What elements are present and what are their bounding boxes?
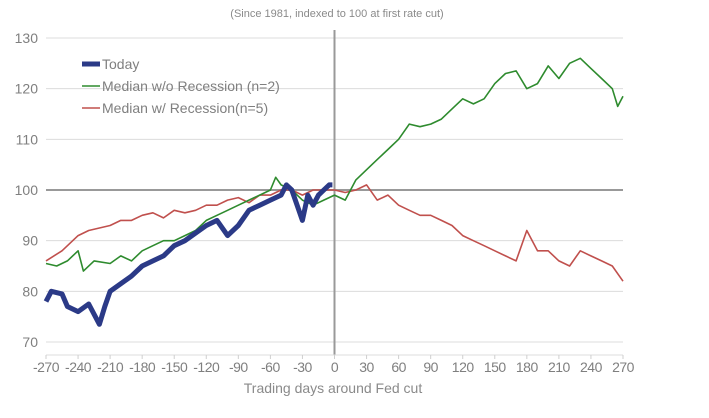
- x-tick-label: -270: [33, 359, 60, 375]
- x-tick-label: 150: [484, 359, 507, 375]
- y-tick-label: 130: [15, 30, 39, 46]
- chart-subtitle: (Since 1981, indexed to 100 at first rat…: [230, 8, 443, 20]
- x-tick-label: 90: [423, 359, 438, 375]
- x-tick-label: -90: [229, 359, 248, 375]
- y-tick-label: 70: [22, 334, 38, 350]
- y-tick-label: 100: [15, 182, 39, 198]
- y-tick-label: 110: [16, 131, 39, 147]
- x-tick-label: -150: [161, 359, 188, 375]
- x-tick-label: -240: [65, 359, 92, 375]
- x-tick-label: -210: [97, 359, 124, 375]
- legend-label: Median w/ Recession(n=5): [102, 100, 268, 116]
- x-tick-label: -120: [193, 359, 220, 375]
- x-tick-label: 30: [359, 359, 374, 375]
- x-tick-label: 0: [331, 359, 339, 375]
- series-line-1: [45, 57, 624, 272]
- legend-label: Today: [102, 56, 139, 72]
- legend-label: Median w/o Recession (n=2): [102, 78, 280, 94]
- x-axis-label: Trading days around Fed cut: [244, 380, 423, 396]
- x-tick-label: 270: [612, 359, 635, 375]
- y-tick-label: 120: [15, 81, 39, 97]
- x-tick-label: -60: [261, 359, 280, 375]
- x-tick-label: 240: [580, 359, 603, 375]
- legend: Today Median w/o Recession (n=2) Median w/…: [82, 56, 280, 116]
- series-line-0: [43, 182, 333, 327]
- x-tick-label: -30: [293, 359, 312, 375]
- x-tick-label: 60: [391, 359, 406, 375]
- x-tick-label: 210: [548, 359, 571, 375]
- series-line-2: [45, 184, 624, 282]
- y-tick-label: 80: [22, 283, 38, 299]
- x-tick-label: -180: [129, 359, 156, 375]
- y-tick-label: 90: [22, 233, 38, 249]
- x-tick-label: 180: [516, 359, 539, 375]
- x-tick-label: 120: [452, 359, 475, 375]
